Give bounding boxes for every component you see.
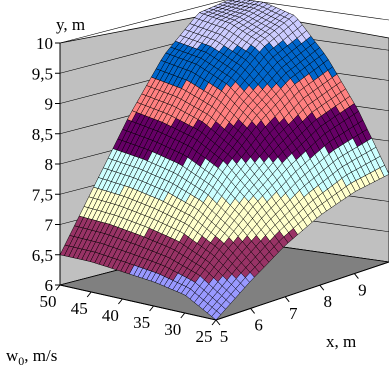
z-tick-label: 6,5 bbox=[32, 246, 53, 265]
w-tick-mark bbox=[86, 291, 92, 298]
w-tick-labels: 25 30 35 40 45 50 bbox=[40, 284, 217, 346]
w-tick-label: 30 bbox=[164, 320, 181, 339]
x-tick-label: 9 bbox=[358, 281, 367, 300]
z-tick-label: 8 bbox=[45, 155, 54, 174]
x-tick-mark bbox=[284, 296, 290, 303]
z-tick-label: 6 bbox=[45, 276, 54, 295]
w-tick-label: 45 bbox=[71, 299, 88, 318]
z-tick-label: 10 bbox=[36, 34, 53, 53]
surface-cell bbox=[211, 310, 222, 321]
z-tick-labels: 6 6,5 7 7,5 8 8,5 9 9,5 10 bbox=[32, 34, 60, 295]
z-tick-label: 9,5 bbox=[32, 64, 53, 83]
z-tick-label: 8,5 bbox=[32, 125, 53, 144]
x-tick-mark bbox=[215, 319, 221, 326]
x-tick-mark bbox=[250, 308, 255, 314]
w-tick-label: 40 bbox=[102, 306, 119, 325]
w-tick-mark bbox=[149, 305, 154, 312]
x-axis-title: x, m bbox=[326, 332, 356, 351]
w-tick-mark bbox=[55, 284, 61, 291]
w-tick-label: 35 bbox=[133, 313, 150, 332]
z-tick-label: 7,5 bbox=[32, 185, 53, 204]
w-axis-title-main: w bbox=[6, 346, 19, 365]
z-axis-title: y, m bbox=[56, 15, 85, 34]
z-gridline bbox=[59, 0, 389, 44]
x-tick-label: 7 bbox=[289, 304, 298, 323]
z-tick-label: 9 bbox=[45, 95, 54, 114]
w-tick-mark bbox=[118, 298, 123, 305]
w-axis-title-unit: , m/s bbox=[24, 346, 57, 365]
w-tick-mark bbox=[180, 312, 186, 319]
w-axis-title: w0, m/s bbox=[6, 346, 57, 368]
w-tick-label: 25 bbox=[196, 327, 213, 346]
surface-mesh bbox=[59, 0, 389, 321]
w-axis-line bbox=[59, 284, 217, 321]
z-tick-label: 7 bbox=[45, 216, 54, 235]
x-tick-label: 8 bbox=[324, 292, 333, 311]
x-tick-mark bbox=[354, 273, 359, 279]
w-axis-title-sub: 0 bbox=[18, 354, 24, 368]
x-axis-line bbox=[215, 261, 389, 321]
w-tick-mark bbox=[211, 319, 217, 326]
w-tick-label: 50 bbox=[40, 292, 57, 311]
x-tick-label: 6 bbox=[254, 315, 263, 334]
x-tick-label: 5 bbox=[220, 327, 229, 346]
x-tick-mark bbox=[319, 284, 325, 291]
